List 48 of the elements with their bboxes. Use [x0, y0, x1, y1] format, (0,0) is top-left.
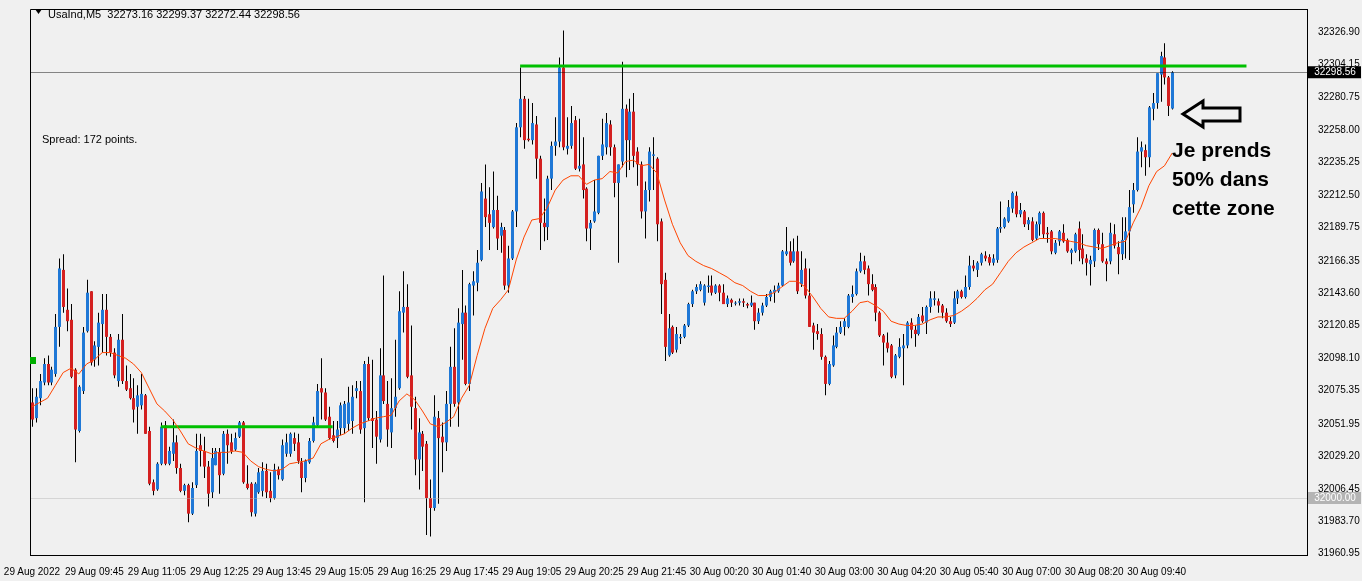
x-tick-label: 29 Aug 2022	[3, 565, 61, 577]
candlestick	[652, 137, 655, 191]
x-tick-label: 30 Aug 01:40	[752, 565, 812, 577]
y-tick-label: 32212.50	[1318, 188, 1361, 200]
y-tick-label: 32189.75	[1318, 221, 1361, 233]
y-tick-label: 32235.25	[1318, 156, 1361, 168]
x-tick-label: 29 Aug 11:05	[127, 565, 187, 577]
ref-line-label: 32000.00	[1314, 491, 1357, 503]
y-tick-label: 32166.35	[1318, 254, 1361, 266]
x-tick-label: 29 Aug 21:45	[627, 565, 687, 577]
candlestick	[734, 301, 737, 306]
x-tick-label: 29 Aug 13:45	[252, 565, 312, 577]
candlestick	[933, 291, 936, 306]
candlestick	[566, 117, 569, 155]
x-tick-label: 29 Aug 20:25	[564, 565, 625, 577]
candlestick	[320, 358, 323, 420]
x-tick-label: 29 Aug 16:25	[377, 565, 437, 577]
x-tick-label: 29 Aug 17:45	[439, 565, 500, 577]
y-tick-label: 32326.90	[1318, 25, 1361, 37]
x-tick-label: 30 Aug 00:20	[689, 565, 750, 577]
candlestick	[902, 334, 905, 386]
x-tick-label: 29 Aug 19:05	[502, 565, 562, 577]
y-tick-label: 32075.35	[1318, 384, 1361, 396]
y-tick-label: 32098.10	[1318, 351, 1361, 363]
x-tick-label: 30 Aug 04:20	[877, 565, 937, 577]
y-tick-label: 31983.70	[1318, 514, 1361, 526]
x-tick-label: 29 Aug 09:45	[64, 565, 125, 577]
candlestick	[554, 117, 557, 156]
y-tick-label: 32258.00	[1318, 123, 1361, 135]
y-tick-label: 32280.75	[1318, 91, 1361, 103]
y-tick-label: 32143.60	[1318, 287, 1361, 299]
x-tick-label: 29 Aug 12:25	[189, 565, 250, 577]
x-tick-label: 30 Aug 07:00	[1002, 565, 1062, 577]
y-tick-label: 32006.45	[1318, 482, 1361, 494]
y-tick-label: 32120.85	[1318, 319, 1361, 331]
annotation: Spread: 172 points.	[42, 133, 138, 146]
annotation: Je prends 50% dans cette zone	[1172, 137, 1275, 219]
x-tick-label: 30 Aug 05:40	[939, 565, 1000, 577]
x-tick-label: 30 Aug 09:40	[1127, 565, 1187, 577]
candlestick	[578, 118, 581, 172]
y-tick-label: 32029.20	[1318, 450, 1361, 462]
y-tick-label: 32051.95	[1318, 417, 1361, 429]
x-tick-label: 29 Aug 15:05	[314, 565, 375, 577]
chart-title: UsaInd,M5 32273.16 32299.37 32272.44 32298.56	[48, 8, 300, 21]
ref-line-label: 32298.56	[1314, 66, 1357, 78]
y-tick-label: 31960.95	[1318, 547, 1361, 559]
x-tick-label: 30 Aug 03:00	[814, 565, 875, 577]
x-tick-label: 30 Aug 08:20	[1064, 565, 1125, 577]
